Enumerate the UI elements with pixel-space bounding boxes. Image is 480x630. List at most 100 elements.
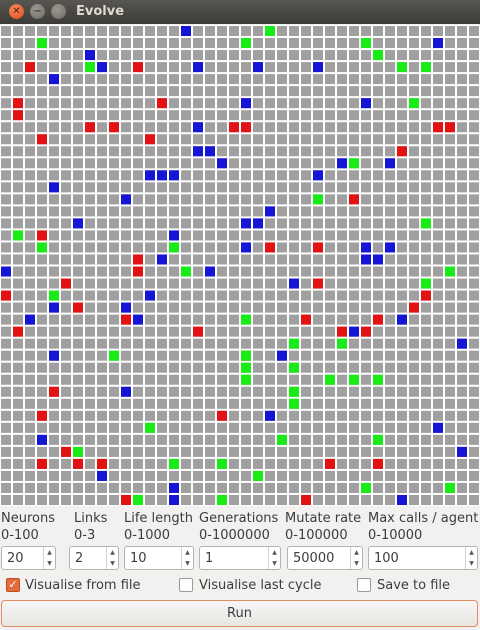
neurons-stepper[interactable]: ▲▼ xyxy=(1,546,56,570)
green-agent-cell xyxy=(373,374,383,385)
blue-agent-cell xyxy=(433,38,443,49)
green-agent-cell xyxy=(349,374,359,385)
blue-agent-cell xyxy=(289,278,299,289)
links-input[interactable] xyxy=(70,547,108,569)
window-title: Evolve xyxy=(76,4,125,19)
mutate-rate-range: 0-100000 xyxy=(285,528,348,543)
blue-agent-cell xyxy=(193,146,203,157)
green-agent-cell xyxy=(49,290,59,301)
blue-agent-cell xyxy=(361,98,371,109)
life-length-input[interactable] xyxy=(125,547,183,569)
max-calls-stepper-arrows[interactable]: ▲ ▼ xyxy=(465,547,477,569)
generations-stepper[interactable]: ▲▼ xyxy=(199,546,281,570)
life-length-stepper[interactable]: ▲▼ xyxy=(124,546,194,570)
green-agent-cell xyxy=(13,230,23,241)
green-agent-cell xyxy=(289,398,299,409)
neurons-stepper-arrows[interactable]: ▲ ▼ xyxy=(43,547,55,569)
mutate-rate-stepper-arrows[interactable]: ▲ ▼ xyxy=(350,547,362,569)
max-calls-input[interactable] xyxy=(369,547,467,569)
minimize-icon[interactable]: − xyxy=(30,4,45,19)
green-agent-cell xyxy=(289,362,299,373)
blue-agent-cell xyxy=(49,350,59,361)
green-agent-cell xyxy=(421,218,431,229)
blue-agent-cell xyxy=(157,254,167,265)
red-agent-cell xyxy=(421,290,431,301)
red-agent-cell xyxy=(109,122,119,133)
green-agent-cell xyxy=(241,350,251,361)
visualise-last-cycle-label[interactable]: Visualise last cycle xyxy=(199,578,322,593)
blue-agent-cell xyxy=(385,158,395,169)
evolution-grid xyxy=(0,25,480,506)
generations-input[interactable] xyxy=(200,547,270,569)
stepper-up-icon[interactable]: ▲ xyxy=(469,549,474,556)
green-agent-cell xyxy=(241,362,251,373)
visualise-last-cycle-checkbox[interactable] xyxy=(179,578,193,592)
red-agent-cell xyxy=(409,302,419,313)
neurons-input[interactable] xyxy=(2,547,45,569)
mutate-rate-stepper[interactable]: ▲▼ xyxy=(287,546,363,570)
maximize-icon[interactable] xyxy=(51,4,66,19)
blue-agent-cell xyxy=(169,494,179,506)
stepper-down-icon[interactable]: ▼ xyxy=(110,560,115,567)
generations-stepper-arrows[interactable]: ▲ ▼ xyxy=(268,547,280,569)
green-agent-cell xyxy=(289,386,299,397)
red-agent-cell xyxy=(373,314,383,325)
stepper-down-icon[interactable]: ▼ xyxy=(272,560,277,567)
blue-agent-cell xyxy=(217,158,227,169)
blue-agent-cell xyxy=(193,62,203,73)
green-agent-cell xyxy=(361,482,371,493)
green-agent-cell xyxy=(241,374,251,385)
green-agent-cell xyxy=(217,494,227,506)
green-agent-cell xyxy=(37,242,47,253)
red-agent-cell xyxy=(25,62,35,73)
links-stepper[interactable]: ▲▼ xyxy=(69,546,119,570)
blue-agent-cell xyxy=(253,62,263,73)
red-agent-cell xyxy=(301,314,311,325)
close-icon[interactable]: ✕ xyxy=(9,4,24,19)
visualise-from-file-checkbox[interactable]: ✓ xyxy=(6,578,20,592)
blue-agent-cell xyxy=(205,146,215,157)
stepper-down-icon[interactable]: ▼ xyxy=(354,560,359,567)
red-agent-cell xyxy=(445,122,455,133)
max-calls-range: 0-10000 xyxy=(368,528,423,543)
green-agent-cell xyxy=(241,38,251,49)
links-stepper-arrows[interactable]: ▲ ▼ xyxy=(106,547,118,569)
red-agent-cell xyxy=(13,110,23,121)
run-button[interactable]: Run xyxy=(1,600,478,627)
red-agent-cell xyxy=(133,254,143,265)
red-agent-cell xyxy=(133,62,143,73)
save-to-file-label[interactable]: Save to file xyxy=(377,578,451,593)
stepper-up-icon[interactable]: ▲ xyxy=(354,549,359,556)
red-agent-cell xyxy=(37,458,47,469)
blue-agent-cell xyxy=(181,26,191,37)
stepper-down-icon[interactable]: ▼ xyxy=(47,560,52,567)
save-to-file-checkbox[interactable] xyxy=(357,578,371,592)
blue-agent-cell xyxy=(193,122,203,133)
max-calls-stepper[interactable]: ▲▼ xyxy=(368,546,478,570)
stepper-up-icon[interactable]: ▲ xyxy=(272,549,277,556)
mutate-rate-input[interactable] xyxy=(288,547,352,569)
red-agent-cell xyxy=(121,314,131,325)
red-agent-cell xyxy=(61,278,71,289)
life-length-stepper-arrows[interactable]: ▲ ▼ xyxy=(181,547,193,569)
blue-agent-cell xyxy=(373,254,383,265)
blue-agent-cell xyxy=(337,158,347,169)
red-agent-cell xyxy=(37,410,47,421)
blue-agent-cell xyxy=(121,386,131,397)
red-agent-cell xyxy=(325,458,335,469)
stepper-up-icon[interactable]: ▲ xyxy=(47,549,52,556)
stepper-up-icon[interactable]: ▲ xyxy=(185,549,190,556)
green-agent-cell xyxy=(337,338,347,349)
blue-agent-cell xyxy=(397,494,407,506)
stepper-up-icon[interactable]: ▲ xyxy=(110,549,115,556)
blue-agent-cell xyxy=(49,182,59,193)
stepper-down-icon[interactable]: ▼ xyxy=(185,560,190,567)
green-agent-cell xyxy=(409,98,419,109)
stepper-down-icon[interactable]: ▼ xyxy=(469,560,474,567)
green-agent-cell xyxy=(85,62,95,73)
blue-agent-cell xyxy=(205,266,215,277)
red-agent-cell xyxy=(133,266,143,277)
red-agent-cell xyxy=(61,446,71,457)
max-calls-label: Max calls / agent xyxy=(368,511,479,526)
visualise-from-file-label[interactable]: Visualise from file xyxy=(25,578,141,593)
